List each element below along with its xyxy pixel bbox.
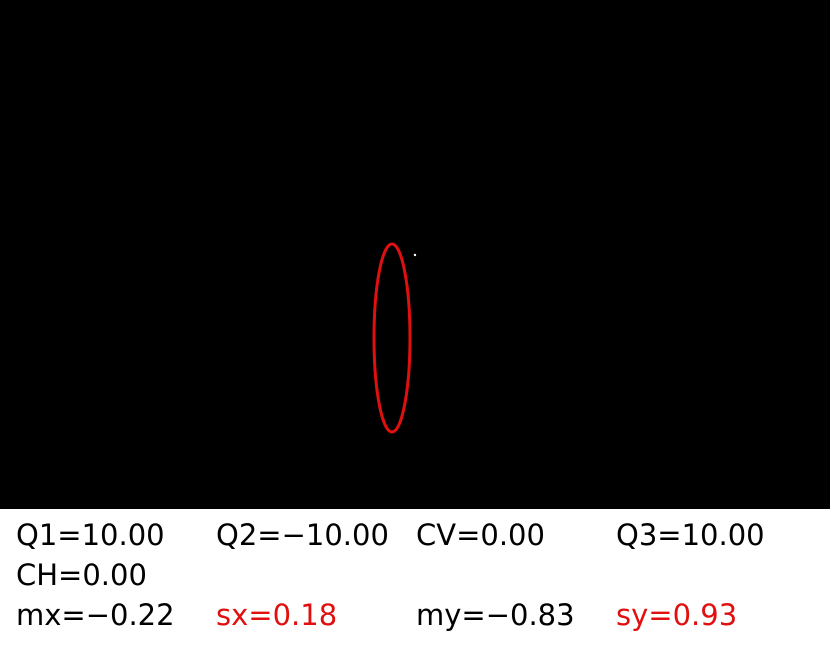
plot-canvas[interactable] [0, 0, 830, 509]
parameter-readout-panel: Q1=10.00 Q2=−10.00 CV=0.00 Q3=10.00 CH=0… [0, 509, 830, 646]
sample-point [413, 253, 417, 257]
ch-value: CH=0.00 [16, 558, 147, 592]
my-value: my=−0.83 [416, 598, 575, 632]
q1-value: Q1=10.00 [16, 518, 165, 552]
q2-value: Q2=−10.00 [216, 518, 389, 552]
sx-value: sx=0.18 [216, 598, 338, 632]
distribution-ellipse [372, 242, 412, 434]
readout-row-params: Q1=10.00 Q2=−10.00 CV=0.00 Q3=10.00 [0, 515, 830, 555]
readout-row-ch: CH=0.00 [0, 555, 830, 595]
sy-value: sy=0.93 [616, 598, 738, 632]
cv-value: CV=0.00 [416, 518, 545, 552]
q3-value: Q3=10.00 [616, 518, 765, 552]
plot-svg [372, 242, 417, 434]
mx-value: mx=−0.22 [16, 598, 175, 632]
readout-row-stats: mx=−0.22 sx=0.18 my=−0.83 sy=0.93 [0, 595, 830, 635]
